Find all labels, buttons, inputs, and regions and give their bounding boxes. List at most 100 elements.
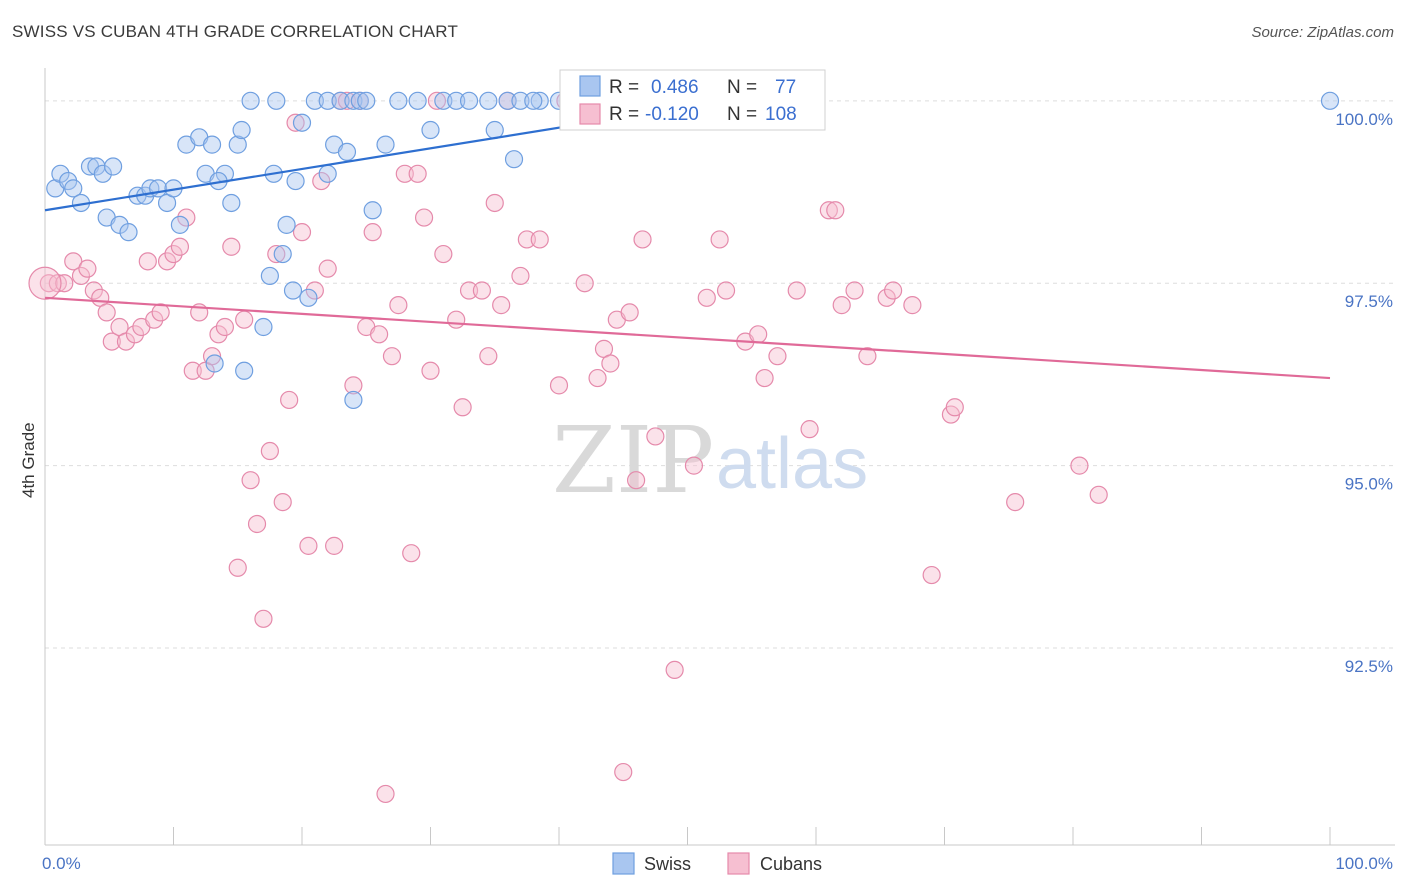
swiss-point [421, 120, 440, 140]
cubans-point [280, 390, 299, 410]
cubans-point [614, 762, 633, 782]
cubans-point [235, 310, 254, 329]
swiss-n-value: 77 [775, 77, 796, 98]
y-tick-label: 100.0% [1335, 110, 1393, 129]
swiss-point [104, 157, 123, 176]
cubans-point [138, 252, 157, 271]
cubans-point [177, 208, 196, 227]
cubans-point [402, 544, 421, 563]
swiss-point [205, 354, 224, 373]
cubans-point [395, 164, 414, 183]
swiss-legend-swatch [579, 75, 601, 97]
swiss-point [389, 91, 408, 110]
cubans-point [697, 288, 716, 307]
cubans-point [267, 244, 286, 264]
cubans-point [511, 266, 530, 286]
swiss-point [235, 361, 254, 380]
cubans-point [97, 303, 116, 322]
cubans-point [800, 420, 819, 439]
y-tick-label: 92.5% [1345, 657, 1393, 676]
cubans-point [64, 252, 83, 271]
cubans-point [299, 536, 318, 555]
cubans-point [601, 354, 620, 373]
swiss-point [228, 135, 247, 154]
correlation-legend: R = 0.486 N = 77 R = -0.120 N = 108 [559, 69, 826, 131]
cubans-trend-line [44, 296, 1331, 380]
cubans-point [202, 347, 222, 366]
swiss-series-label: Swiss [644, 854, 691, 874]
swiss-point [292, 113, 312, 132]
swiss-point [170, 215, 190, 234]
cubans-point [626, 471, 646, 490]
y-tick-label: 97.5% [1345, 292, 1393, 311]
cubans-point [414, 208, 434, 227]
cubans-point [376, 784, 395, 804]
cubans-point [749, 325, 768, 344]
cubans-point [530, 230, 549, 249]
cubans-point [768, 347, 787, 366]
cubans-point [883, 281, 903, 300]
cubans-point [318, 259, 337, 278]
cubans-point [575, 274, 594, 293]
cubans-r-value: -0.120 [645, 104, 699, 125]
swiss-point [344, 91, 363, 110]
cubans-point [716, 281, 736, 300]
cubans-point [78, 259, 97, 278]
cubans-point [408, 164, 427, 183]
swiss-point [363, 201, 382, 220]
source-label: Source: ZipAtlas.com [1251, 24, 1394, 41]
x-tick-labels: 0.0% 100.0% [42, 854, 1393, 873]
cubans-point [1070, 456, 1089, 475]
cubans-point [183, 361, 202, 380]
cubans-point [48, 274, 67, 293]
cubans-point [1006, 492, 1025, 512]
cubans-point [485, 193, 504, 213]
cubans-point [325, 536, 344, 555]
cubans-point [209, 325, 228, 344]
cubans-point [517, 230, 536, 249]
cubans-point [370, 325, 389, 344]
swiss-point [283, 281, 303, 300]
cubans-n-value: 108 [765, 104, 797, 125]
swiss-point [337, 142, 357, 162]
swiss-point [344, 390, 363, 410]
swiss-point [447, 91, 466, 110]
cubans-point [710, 230, 729, 249]
swiss-point [299, 288, 318, 307]
cubans-point [877, 288, 896, 307]
swiss-point [232, 120, 251, 140]
swiss-point [1320, 91, 1340, 110]
cubans-point [492, 296, 511, 315]
y-axis-label: 4th Grade [19, 422, 38, 498]
cubans-point [222, 237, 241, 256]
cubans-point [389, 296, 408, 315]
cubans-point [421, 361, 440, 380]
cubans-point [845, 281, 864, 300]
cubans-point [215, 317, 234, 337]
x-tick-label: 0.0% [42, 854, 81, 873]
cubans-point [344, 376, 363, 395]
cubans-point [170, 237, 190, 256]
swiss-point [202, 135, 222, 154]
cubans-point [157, 252, 177, 271]
cubans-point [247, 514, 267, 534]
cubans-point [858, 347, 877, 366]
cubans-point [363, 223, 382, 242]
cubans-point [28, 266, 62, 300]
cubans-point [453, 398, 472, 417]
cubans-point [819, 201, 838, 220]
swiss-point [408, 91, 427, 110]
cubans-point [588, 368, 607, 388]
chart-title: SWISS VS CUBAN 4TH GRADE CORRELATION CHA… [12, 22, 459, 41]
cubans-point [646, 427, 665, 446]
cubans-point [633, 230, 652, 249]
cubans-point [427, 91, 447, 110]
cubans-point [241, 471, 260, 490]
cubans-point [228, 558, 247, 577]
swiss-point [434, 91, 453, 110]
swiss-point [318, 164, 337, 183]
watermark: ZIP atlas [552, 407, 868, 514]
cubans-point [755, 368, 774, 388]
cubans-point [164, 244, 183, 264]
swiss-point [51, 164, 70, 183]
